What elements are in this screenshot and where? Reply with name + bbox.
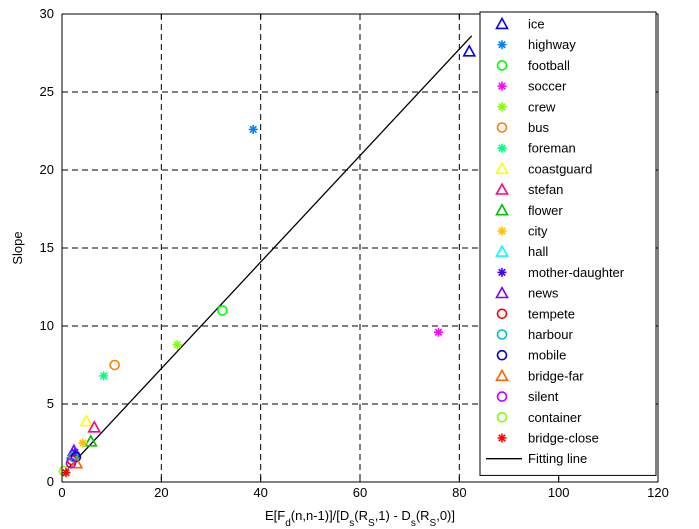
x-tick-label: 120 (647, 485, 669, 500)
y-tick-label: 10 (40, 318, 54, 333)
legend-marker-crew (497, 102, 507, 112)
legend-label: coastguard (528, 161, 592, 176)
data-point-bridge-close (61, 468, 71, 478)
data-point-football (217, 305, 228, 316)
legend-label: football (528, 58, 570, 73)
y-tick-label: 30 (40, 6, 54, 21)
legend-label: highway (528, 37, 576, 52)
data-point-ice (462, 44, 477, 57)
legend-label: crew (528, 99, 556, 114)
legend-label: flower (528, 203, 563, 218)
legend-marker-football (496, 60, 508, 71)
y-tick-label: 20 (40, 162, 54, 177)
legend-label: bridge-close (528, 431, 599, 446)
legend-label: hall (528, 244, 548, 259)
data-points (58, 44, 477, 478)
legend-marker-city (497, 226, 507, 236)
legend-marker-stefan (495, 182, 509, 195)
data-point-foreman (99, 371, 109, 381)
legend-marker-coastguard (495, 161, 509, 175)
legend-marker-foreman (497, 143, 507, 153)
data-point-flower (83, 434, 98, 447)
y-tick-label: 0 (47, 474, 54, 489)
legend-label: foreman (528, 141, 576, 156)
legend-marker-mother-daughter (497, 267, 507, 277)
y-axis-ticks: 0 5 10 15 20 25 30 (40, 6, 658, 489)
legend-marker-news (495, 285, 509, 299)
legend-label: news (528, 286, 559, 301)
legend-marker-silent (496, 391, 508, 402)
data-point-coastguard (79, 414, 94, 427)
data-point-soccer (433, 327, 443, 337)
data-point-highway (248, 124, 258, 134)
legend-marker-ice (495, 16, 509, 30)
legend-label: stefan (528, 182, 563, 197)
x-tick-label: 0 (58, 485, 65, 500)
y-tick-label: 5 (47, 396, 54, 411)
legend-label: mother-daughter (528, 265, 625, 280)
legend-marker-bus (496, 122, 508, 133)
x-tick-label: 80 (452, 485, 466, 500)
legend-label: tempete (528, 306, 575, 321)
data-point-crew (172, 340, 182, 350)
x-tick-label: 20 (154, 485, 168, 500)
data-point-city (78, 438, 88, 448)
legend-marker-hall (495, 244, 509, 257)
plot-frame (61, 13, 659, 483)
legend-marker-mobile (496, 349, 508, 361)
legend-marker-bridge-far (495, 368, 509, 382)
legend-label: city (528, 224, 548, 239)
legend-label: silent (528, 389, 559, 404)
x-tick-label: 60 (353, 485, 367, 500)
data-point-silent (65, 457, 77, 469)
fitting-line-layer (63, 35, 473, 474)
x-tick-label: 100 (548, 485, 570, 500)
legend-marker-harbour (496, 329, 508, 340)
y-tick-label: 25 (40, 84, 54, 99)
data-point-bridge-far (69, 456, 84, 469)
legend-label: container (528, 410, 582, 425)
legend-marker-container (496, 411, 508, 423)
legend-label: harbour (528, 327, 573, 342)
data-point-news (67, 443, 81, 457)
x-axis-label: E[Fd(n,n-1)]/[Ds(RS,1) - Ds(RS,0)] (265, 508, 455, 529)
x-axis-ticks: 0 20 40 60 80 100 120 (58, 14, 669, 500)
legend-label: bridge-far (528, 368, 584, 383)
legend-label: mobile (528, 348, 566, 363)
legend-marker-tempete (496, 308, 508, 320)
y-tick-label: 15 (40, 240, 54, 255)
data-point-bus (109, 359, 120, 371)
fitting-line (63, 35, 473, 474)
legend-label: Fitting line (528, 451, 587, 466)
legend-marker-soccer (497, 81, 507, 91)
y-axis-label: Slope (10, 231, 25, 264)
legend-marker-bridge-close (497, 433, 507, 443)
legend-box (479, 11, 657, 476)
data-point-stefan (87, 420, 102, 433)
legend-marker-flower (495, 203, 509, 216)
legend-label: bus (528, 120, 549, 135)
legend-label: soccer (528, 79, 567, 94)
x-tick-label: 40 (253, 485, 267, 500)
legend: ice highway football soccer crew bus foreman co… (479, 11, 657, 476)
legend-label: ice (528, 17, 545, 32)
legend-marker-highway (497, 40, 507, 50)
